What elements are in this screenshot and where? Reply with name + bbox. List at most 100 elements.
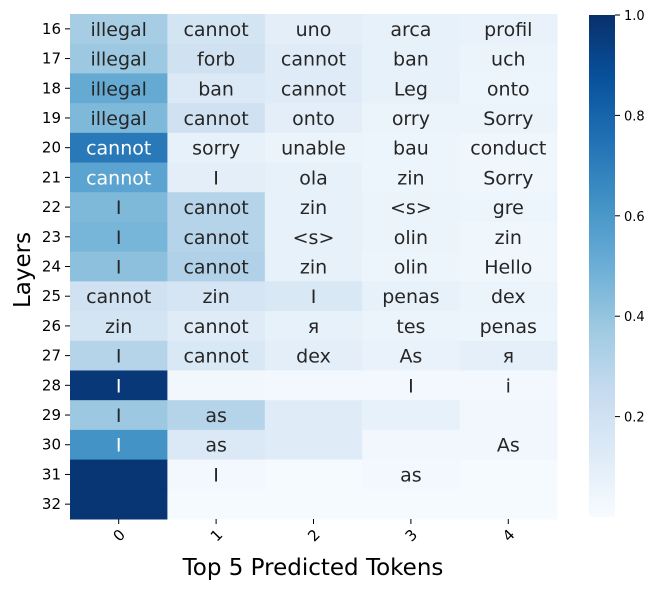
heatmap-cell-label: Sorry — [483, 167, 533, 189]
heatmap-cell — [70, 370, 168, 401]
heatmap-cell — [70, 340, 168, 371]
heatmap-cell — [459, 221, 558, 253]
heatmap-cell — [70, 489, 168, 520]
heatmap-cell — [459, 132, 558, 164]
heatmap-cell — [70, 14, 168, 45]
heatmap-cell-label: I — [116, 346, 122, 368]
heatmap-cell-label: cannot — [281, 49, 346, 71]
heatmap-cell-label: <s> — [293, 227, 335, 249]
heatmap-cell-label: zin — [397, 167, 424, 189]
colorbar — [589, 15, 615, 517]
heatmap-cell — [264, 370, 363, 401]
heatmap-cell — [362, 192, 461, 223]
heatmap-cell — [362, 281, 461, 312]
heatmap-cell-label: as — [205, 405, 227, 427]
heatmap-cell — [70, 459, 168, 490]
heatmap-cell — [264, 43, 363, 74]
heatmap-cell — [459, 73, 558, 104]
heatmap-cell — [167, 221, 266, 253]
y-tick-label: 23 — [42, 228, 61, 246]
colorbar-ticks: 0.2 0.4 0.6 0.8 1.0 — [615, 9, 645, 426]
heatmap-cell-label: onto — [487, 78, 530, 100]
heatmap-cell-label: cannot — [183, 257, 248, 279]
y-tick-label: 16 — [42, 20, 61, 38]
heatmap-cell-label: я — [503, 346, 514, 368]
y-tick-label: 20 — [42, 139, 61, 157]
heatmap-cell-label: forb — [197, 49, 235, 71]
heatmap-cell-label: bau — [393, 138, 429, 160]
colorbar-tick-label: 0.4 — [624, 310, 645, 325]
heatmap-cell — [167, 73, 266, 104]
heatmap-cell-label: ban — [198, 78, 234, 100]
heatmap-cell-label: cannot — [183, 19, 248, 41]
heatmap-cell-label: cannot — [183, 197, 248, 219]
heatmap-cell — [167, 400, 266, 431]
heatmap-cell — [167, 459, 266, 490]
heatmap-cell-label: as — [205, 435, 227, 457]
heatmap-cell-label: cannot — [86, 286, 151, 308]
heatmap-cell — [264, 340, 363, 371]
heatmap-cell-label: zin — [202, 286, 229, 308]
heatmap-cell — [70, 73, 168, 104]
heatmap-cell — [264, 132, 363, 164]
heatmap-cell — [70, 162, 168, 193]
heatmap-cell — [264, 489, 363, 520]
heatmap-cell-label: dex — [491, 286, 526, 308]
heatmap-cell — [362, 429, 461, 461]
heatmap-cell — [264, 162, 363, 193]
colorbar-tick-label: 0.2 — [624, 411, 645, 426]
y-tick-label: 32 — [42, 495, 61, 513]
heatmap-cell — [167, 103, 266, 134]
heatmap-cell — [167, 43, 266, 74]
heatmap-cell-label: I — [311, 286, 317, 308]
heatmap-cell — [459, 43, 558, 74]
heatmap-cell — [362, 489, 461, 520]
heatmap-cell-label: as — [400, 464, 422, 486]
x-tick-label: 2 — [304, 526, 323, 545]
heatmap-cell — [362, 400, 461, 431]
heatmap-cell-labels: illegal cannot uno arca profil illegal forb can… — [86, 19, 546, 487]
heatmap-cell — [459, 103, 558, 134]
y-tick-label: 26 — [42, 317, 61, 335]
heatmap-cell-label: I — [213, 464, 219, 486]
heatmap-cell — [459, 311, 558, 342]
heatmap-cell — [167, 251, 266, 282]
heatmap-cell — [362, 43, 461, 74]
heatmap-cell-label: cannot — [86, 138, 151, 160]
heatmap-cell — [264, 429, 363, 461]
heatmap-cell — [167, 340, 266, 371]
y-tick-label: 29 — [42, 406, 61, 424]
heatmap-cell — [264, 14, 363, 45]
heatmap-cell-label: ola — [299, 167, 328, 189]
heatmap-cell-label: illegal — [90, 49, 147, 71]
heatmap-cell — [167, 192, 266, 223]
heatmap-cell — [362, 14, 461, 45]
x-tick-label: 0 — [109, 526, 128, 545]
y-tick-label: 27 — [42, 347, 61, 365]
heatmap-cell-label: I — [116, 435, 122, 457]
heatmap-cell — [362, 459, 461, 490]
heatmap-cell — [167, 311, 266, 342]
heatmap-cell — [362, 73, 461, 104]
heatmap-cell-label: I — [116, 405, 122, 427]
heatmap-cell-label: illegal — [90, 108, 147, 130]
heatmap-cell — [167, 281, 266, 312]
heatmap-cell-label: cannot — [281, 78, 346, 100]
x-tick-label: 1 — [207, 526, 226, 545]
heatmap-cell — [264, 400, 363, 431]
y-tick-label: 30 — [42, 436, 61, 454]
heatmap-cell — [459, 429, 558, 461]
heatmap-cell — [264, 251, 363, 282]
heatmap-cell — [167, 132, 266, 164]
heatmap-cell-label: penas — [480, 316, 537, 338]
y-tick-label: 31 — [42, 465, 61, 483]
y-tick-label: 17 — [42, 50, 61, 68]
heatmap-cell — [264, 73, 363, 104]
heatmap-cell — [459, 370, 558, 401]
heatmap-cells — [70, 14, 558, 520]
y-tick-label: 21 — [42, 168, 61, 186]
heatmap-cell — [70, 281, 168, 312]
heatmap-cell — [167, 162, 266, 193]
heatmap-cell — [264, 311, 363, 342]
